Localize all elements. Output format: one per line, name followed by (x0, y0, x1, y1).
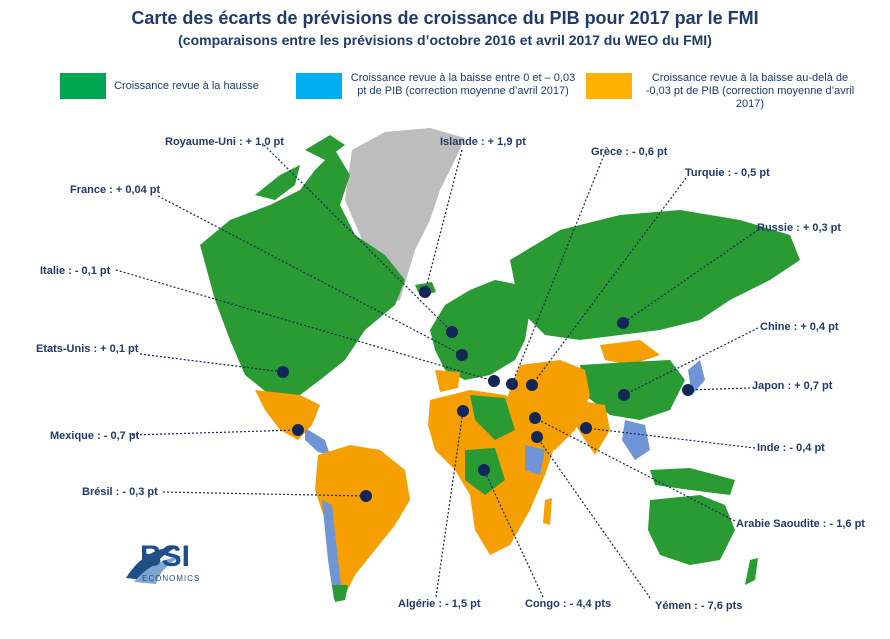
marker-grece (506, 378, 518, 390)
marker-turquie (526, 379, 538, 391)
marker-algerie (457, 405, 469, 417)
leader-arabie (534, 417, 736, 522)
markers (277, 286, 694, 502)
leader-grece (511, 154, 605, 385)
leader-lines (115, 144, 759, 599)
marker-royaume-uni (446, 326, 458, 338)
leader-mexique (131, 429, 299, 436)
north-america-shape (200, 150, 405, 395)
marker-mexique (292, 424, 304, 436)
leader-italie (115, 269, 495, 382)
mexico-shape (255, 390, 320, 440)
mongolia-shape (600, 340, 660, 365)
leader-yemen (536, 436, 651, 599)
africa-north-shape (470, 395, 515, 440)
central-america-shape (305, 428, 330, 455)
label-grece: Grèce : - 0,6 pt (591, 146, 668, 158)
marker-japon (682, 384, 694, 396)
leader-etats-unis (139, 353, 284, 373)
label-chine: Chine : + 0,4 pt (760, 321, 839, 333)
marker-etats-unis (277, 366, 289, 378)
label-congo: Congo : - 4,4 pts (525, 598, 612, 610)
patagonia-shape (332, 585, 348, 602)
marker-inde (580, 422, 592, 434)
leader-royaume-uni (263, 144, 453, 333)
label-etats-unis: Etats-Unis : + 0,1 pt (36, 343, 139, 355)
marker-islande (419, 286, 431, 298)
legend-swatch-up (60, 73, 106, 99)
leader-russie (622, 229, 759, 324)
label-arabie: Arabie Saoudite : - 1,6 pt (736, 518, 865, 530)
legend-text-small-down: Croissance revue à la baisse entre 0 et … (350, 72, 576, 97)
europe-shape (430, 280, 530, 380)
leader-turquie (531, 177, 687, 386)
leader-bresil (162, 491, 367, 497)
logo-sub: ECONOMICS (142, 574, 201, 583)
label-royaume-uni: Royaume-Uni : + 1,0 pt (165, 136, 284, 148)
legend-swatch-small-down (296, 73, 342, 99)
label-islande: Islande : + 1,9 pt (440, 136, 526, 148)
marker-france (456, 349, 468, 361)
leader-inde (585, 427, 756, 449)
canada-islands-shape (255, 135, 345, 200)
label-japon: Japon : + 0,7 pt (752, 380, 833, 392)
iberia-shape (435, 370, 460, 392)
label-mexique: Mexique : - 0,7 pt (50, 430, 140, 442)
leader-congo (483, 469, 544, 598)
australia-shape (648, 495, 735, 565)
bsi-logo-icon (126, 546, 182, 584)
se-asia-shape (622, 420, 650, 460)
label-bresil: Brésil : - 0,3 pt (82, 486, 158, 498)
china-shape (580, 360, 685, 420)
marker-chine (618, 389, 630, 401)
label-russie: Russie : + 0,3 pt (757, 222, 842, 234)
new-zealand-shape (745, 558, 758, 585)
marker-bresil (360, 490, 372, 502)
horn-africa-shape (525, 445, 545, 475)
label-italie: Italie : - 0,1 pt (40, 265, 111, 277)
legend-swatch-big-down (586, 73, 632, 99)
leader-france (157, 195, 463, 356)
label-algerie: Algérie : - 1,5 pt (398, 598, 481, 610)
legend-text-big-down: Croissance revue à la baisse au-delà de … (645, 72, 855, 110)
leader-algerie (435, 410, 464, 598)
map-subtitle: (comparaisons entre les prévisions d’oct… (178, 32, 712, 48)
madagascar-shape (543, 498, 552, 525)
leader-chine (623, 327, 759, 396)
map-title: Carte des écarts de prévisions de croiss… (131, 8, 759, 28)
chile-shape (322, 500, 342, 600)
marker-yemen (531, 431, 543, 443)
label-france: France : + 0,04 pt (70, 184, 161, 196)
logo-name: BSI (140, 540, 191, 573)
marker-italie (488, 375, 500, 387)
marker-congo (478, 464, 490, 476)
label-inde: Inde : - 0,4 pt (757, 442, 825, 454)
label-turquie: Turquie : - 0,5 pt (685, 167, 770, 179)
legend-text-up: Croissance revue à la hausse (114, 80, 259, 92)
south-america-shape (315, 445, 410, 595)
russia-shape (510, 210, 800, 340)
leader-islande (424, 149, 463, 293)
marker-arabie (529, 412, 541, 424)
indonesia-shape (650, 468, 735, 495)
marker-russie (617, 317, 629, 329)
label-yemen: Yémen : - 7,6 pts (655, 600, 743, 612)
